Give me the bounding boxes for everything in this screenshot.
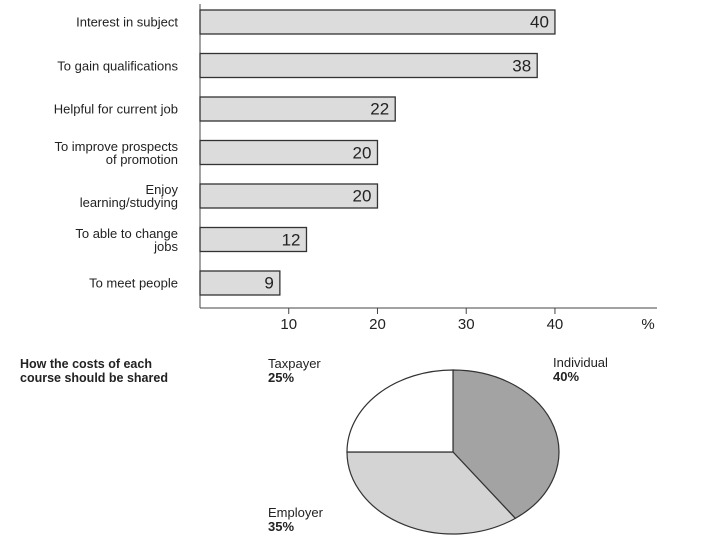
pie-slice (452, 369, 560, 520)
category-label: To improve prospects of promotion (54, 138, 178, 167)
x-tick-label: 10 (280, 316, 298, 333)
x-tick-label: 30 (457, 316, 475, 333)
value-label: 20 (352, 186, 372, 206)
category-label: Interest in subject (76, 14, 178, 30)
value-label: 12 (281, 230, 301, 249)
x-tick-label: 40 (546, 316, 564, 333)
bar (199, 139, 379, 166)
slice-label: Individual (553, 355, 608, 370)
category-label: Helpful for current job (53, 101, 178, 117)
slice-value: 40% (553, 369, 580, 384)
bar (199, 9, 556, 35)
slice-value: 35% (268, 519, 295, 534)
bar (199, 270, 281, 296)
slice-label: Taxpayer (268, 356, 321, 371)
pie-slice (346, 451, 517, 535)
pie-slice (346, 369, 454, 453)
x-tick-label: 20 (369, 316, 386, 333)
value-label: 20 (352, 143, 372, 162)
category-label: Enjoy learning/studying (79, 182, 178, 210)
slice-value: 25% (268, 370, 295, 385)
slice-label: Employer (268, 505, 323, 520)
x-axis-label: % (641, 316, 655, 333)
value-label: 9 (264, 273, 274, 293)
category-label: To gain qualifications (57, 58, 178, 73)
category-label: To able to change jobs (75, 225, 178, 254)
bar (199, 183, 379, 209)
value-label: 40 (530, 12, 549, 32)
category-label: To meet people (89, 275, 178, 291)
bar (199, 226, 308, 253)
value-label: 22 (370, 99, 390, 119)
bar (199, 52, 538, 79)
pie-title: How the costs of each course should be s… (20, 357, 168, 385)
value-label: 38 (512, 56, 532, 75)
bar (199, 96, 396, 122)
